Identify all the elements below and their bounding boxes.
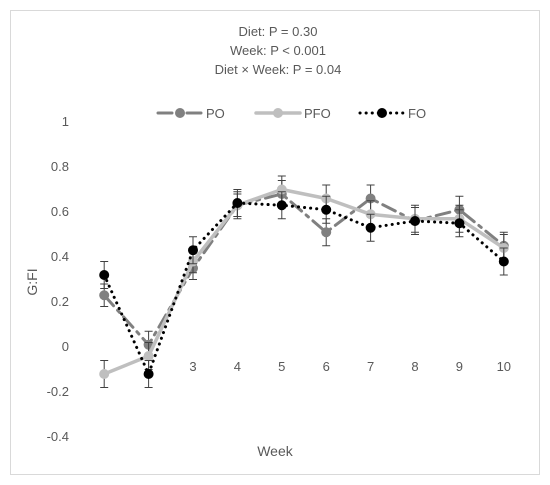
legend: PO PFO FO	[156, 106, 426, 121]
chart-frame	[10, 10, 540, 475]
x-axis: 3 4 5 6 7 8 9 10	[189, 359, 511, 374]
subtitle-line: Diet × Week: P = 0.04	[215, 62, 342, 77]
y-tick-label: 0.4	[51, 249, 69, 264]
data-point	[232, 198, 243, 208]
y-tick-label: 0	[62, 339, 69, 354]
data-point	[321, 227, 332, 238]
data-point	[188, 245, 198, 256]
series-line	[102, 201, 506, 376]
data-point	[99, 270, 110, 280]
data-point	[365, 222, 376, 233]
x-axis-label: Week	[257, 443, 294, 459]
data-point	[321, 204, 332, 215]
legend-swatch-marker	[273, 108, 283, 118]
legend-item: FO	[358, 106, 426, 121]
legend-item: PFO	[254, 106, 331, 121]
series-fo	[99, 189, 509, 388]
legend-label: PO	[206, 106, 225, 121]
y-axis: 1 0.8 0.6 0.4 0.2 0 -0.2 -0.4	[47, 114, 69, 444]
x-tick-label: 8	[411, 359, 418, 374]
y-tick-label: -0.4	[47, 429, 69, 444]
data-point	[143, 369, 154, 379]
data-point	[143, 351, 154, 361]
series-layer	[99, 175, 509, 388]
y-tick-label: 1	[62, 114, 69, 129]
data-point	[498, 256, 509, 267]
x-tick-label: 5	[278, 359, 285, 374]
x-tick-label: 10	[497, 359, 511, 374]
y-tick-label: -0.2	[47, 384, 69, 399]
x-tick-label: 7	[367, 359, 374, 374]
x-tick-label: 3	[189, 359, 196, 374]
x-tick-label: 4	[234, 359, 241, 374]
legend-item: PO	[156, 106, 225, 121]
series-line	[102, 187, 506, 376]
data-point	[410, 216, 420, 226]
y-tick-label: 0.2	[51, 294, 69, 309]
subtitle-line: Week: P < 0.001	[230, 43, 326, 58]
legend-swatch-marker	[175, 108, 185, 118]
x-tick-label: 9	[456, 359, 463, 374]
subtitle-line: Diet: P = 0.30	[239, 24, 318, 39]
chart-subtitle: Diet: P = 0.30 Week: P < 0.001 Diet × We…	[215, 24, 342, 77]
legend-swatch-marker	[377, 108, 387, 118]
y-tick-label: 0.6	[51, 204, 69, 219]
legend-label: PFO	[304, 106, 331, 121]
y-axis-label: G:FI	[24, 268, 40, 295]
y-tick-label: 0.8	[51, 159, 69, 174]
x-tick-label: 6	[323, 359, 330, 374]
data-point	[276, 200, 287, 211]
legend-label: FO	[408, 106, 426, 121]
data-point	[454, 218, 465, 229]
data-point	[99, 290, 110, 301]
data-point	[99, 369, 110, 379]
